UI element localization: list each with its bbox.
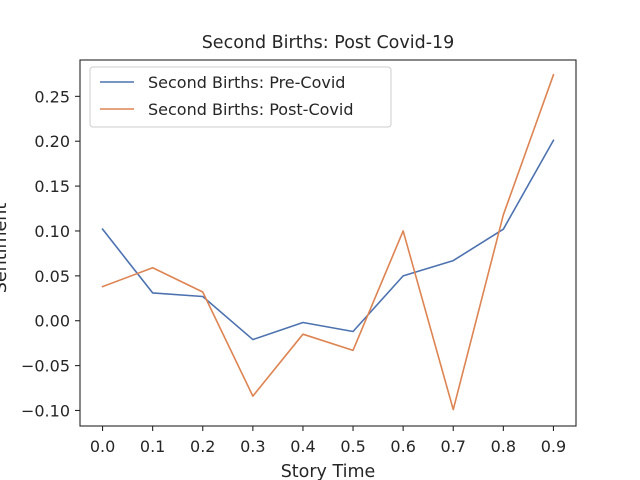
y-tick-label: 0.15 [34,177,70,196]
x-tick-label: 0.9 [541,437,566,456]
x-tick-label: 0.1 [140,437,165,456]
y-tick-label: 0.20 [34,132,70,151]
series-line-1 [101,139,555,341]
x-tick-label: 0.4 [290,437,315,456]
y-tick-label: 0.05 [34,267,70,286]
x-axis-label: Story Time [281,462,376,480]
y-tick-label: 0.00 [34,312,70,331]
chart-title: Second Births: Post Covid-19 [202,33,455,53]
y-axis-label: Sentiment [0,203,11,294]
x-tick-label: 0.3 [240,437,265,456]
legend-box [89,66,392,128]
y-tick-label: −0.05 [21,357,70,376]
legend-label-2: Second Births: Post-Covid [148,100,353,119]
x-tick-label: 0.6 [390,437,415,456]
x-tick-label: 0.2 [190,437,215,456]
y-tick-label: −0.10 [21,401,70,420]
y-tick-label: 0.10 [34,222,70,241]
series-line-2 [101,73,555,411]
y-tick-label: 0.25 [34,87,70,106]
x-tick-label: 0.8 [491,437,516,456]
x-tick-label: 0.5 [340,437,365,456]
x-tick-label: 0.0 [90,437,115,456]
axes-frame [79,59,577,427]
plot-area: 0.0 0.1 0.2 0.3 0.4 0.5 0.6 0.7 0.8 0.9 −0.10 −0.05… [21,59,577,456]
legend-label-1: Second Births: Pre-Covid [148,73,345,92]
x-tick-label: 0.7 [441,437,466,456]
